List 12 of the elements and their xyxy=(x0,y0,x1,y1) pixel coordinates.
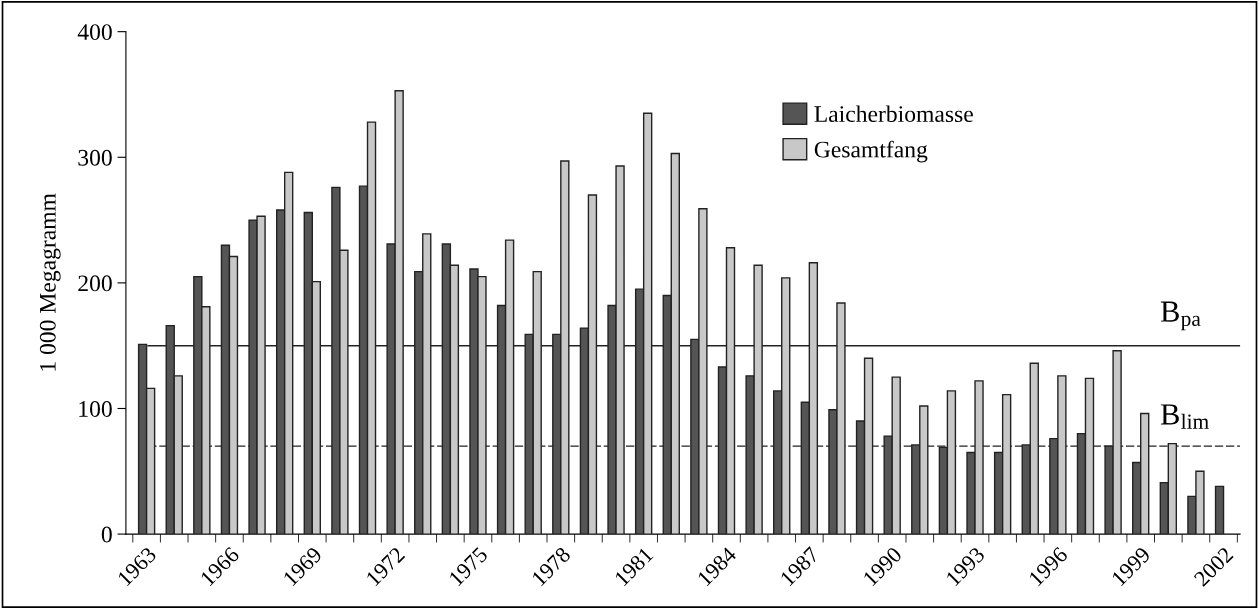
x-tick-label: 1981 xyxy=(614,546,654,587)
y-tick-label: 200 xyxy=(78,275,112,292)
legend-label: Laicherbiomasse xyxy=(814,105,973,123)
y-tick-label: 100 xyxy=(79,400,112,417)
ref-line-label: B$_{pa}$ xyxy=(1160,301,1201,331)
ref-line-label: B$_{lim}$ xyxy=(1160,404,1209,429)
bar xyxy=(1214,485,1225,535)
y-tick-label: 300 xyxy=(78,149,112,166)
y-axis-title: 1 000 Megagramm xyxy=(39,193,61,371)
y-tick-label: 400 xyxy=(77,24,112,41)
y-tick-label: 0 xyxy=(101,526,112,543)
legend-label: Gesamtfang xyxy=(814,140,928,163)
